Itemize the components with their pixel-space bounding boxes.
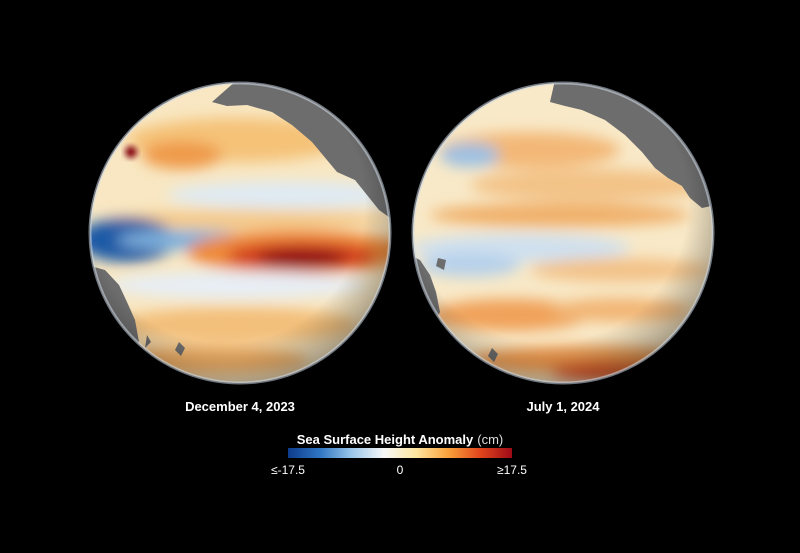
legend-title-text: Sea Surface Height Anomaly bbox=[296, 432, 474, 447]
legend-max-label: ≥17.5 bbox=[497, 463, 527, 477]
date-label-right: July 1, 2024 bbox=[526, 399, 600, 414]
legend-mid-label: 0 bbox=[396, 463, 404, 477]
legend-unit: (cm) bbox=[477, 432, 504, 447]
legend-title: Sea Surface Height Anomaly (cm) bbox=[240, 432, 560, 449]
globe-july-2024 bbox=[410, 80, 716, 386]
color-legend: Sea Surface Height Anomaly (cm) ≤-17.5 0 … bbox=[240, 432, 560, 477]
globe-december-2023 bbox=[87, 80, 393, 386]
legend-color-bar bbox=[288, 448, 512, 458]
date-label-left: December 4, 2023 bbox=[185, 399, 295, 414]
sea-height-map-december bbox=[88, 81, 392, 385]
legend-min-label: ≤-17.5 bbox=[271, 463, 305, 477]
sea-height-map-july bbox=[411, 81, 715, 385]
